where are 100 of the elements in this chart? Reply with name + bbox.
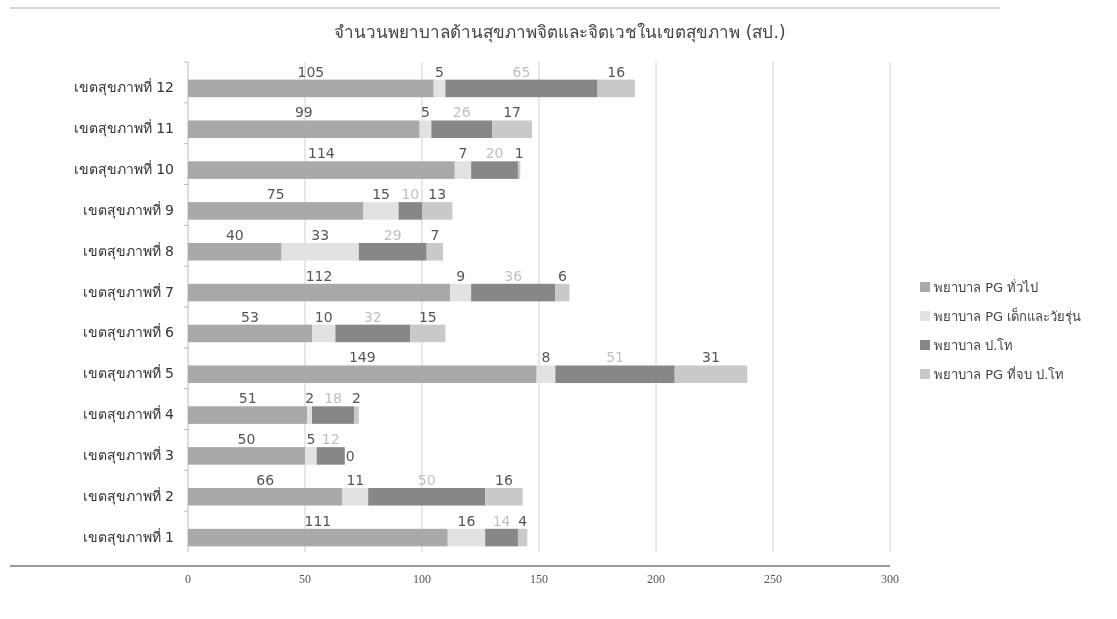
x-tick-label: 250 — [764, 572, 782, 586]
data-label: 14 — [492, 512, 511, 529]
bar — [354, 406, 359, 424]
data-label: 5 — [435, 63, 445, 80]
data-label: 31 — [702, 349, 720, 366]
bar — [492, 120, 532, 139]
data-label: 2 — [305, 390, 315, 407]
y-tick-label: เขตสุขภาพที่ 3 — [82, 445, 174, 464]
data-label: 51 — [238, 390, 257, 407]
y-tick-label: เขตสุขภาพที่ 2 — [82, 486, 174, 505]
y-tick-label: เขตสุขภาพที่ 1 — [82, 527, 174, 546]
data-label: 2 — [352, 390, 361, 407]
bar — [188, 528, 448, 547]
x-tick-label: 300 — [881, 572, 899, 586]
y-tick-label: เขตสุขภาพที่ 8 — [82, 241, 174, 260]
bar — [419, 120, 432, 139]
chart-title: จำนวนพยาบาลด้านสุขภาพจิตและจิตเวชในเขตสุขภาพ (สป.) — [334, 22, 786, 43]
bar — [342, 487, 369, 506]
bar — [188, 161, 455, 179]
data-label: 112 — [305, 267, 333, 284]
bar — [335, 324, 411, 343]
bar — [517, 528, 528, 547]
data-label: 26 — [452, 104, 471, 121]
data-label: 114 — [308, 145, 335, 162]
x-tick-label: 150 — [530, 572, 548, 586]
bar — [485, 528, 518, 547]
bar — [188, 242, 282, 261]
bar — [454, 161, 472, 179]
data-label: 5 — [421, 104, 430, 121]
data-label: 50 — [417, 471, 436, 488]
data-label: 0 — [345, 447, 355, 464]
bar — [674, 365, 748, 384]
bar — [450, 283, 472, 302]
bar — [485, 487, 523, 506]
data-label: 8 — [541, 349, 551, 366]
data-label: 50 — [237, 431, 256, 448]
data-label: 18 — [324, 390, 342, 407]
data-label: 20 — [485, 145, 504, 162]
data-label: 1 — [514, 145, 524, 162]
data-label: 51 — [606, 349, 624, 366]
bar — [188, 283, 451, 302]
legend-label: พยาบาล PG ที่จบ ป.โท — [934, 366, 1065, 382]
data-label: 6 — [557, 267, 567, 284]
bar — [281, 242, 359, 261]
x-tick-label: 50 — [299, 572, 311, 586]
data-label: 32 — [363, 308, 382, 325]
data-label: 4 — [518, 512, 528, 529]
bar — [316, 447, 345, 465]
y-tick-label: เขตสุขภาพที่ 7 — [82, 282, 174, 301]
data-label: 5 — [306, 431, 316, 448]
x-tick-label: 100 — [413, 572, 431, 586]
y-tick-label: เขตสุขภาพที่ 4 — [82, 405, 175, 424]
bar — [555, 365, 675, 384]
bar — [597, 79, 635, 98]
bar — [471, 161, 518, 179]
data-label: 12 — [321, 431, 340, 448]
y-tick-label: เขตสุขภาพที่ 9 — [82, 200, 174, 219]
bar — [555, 283, 570, 302]
bar — [312, 406, 355, 424]
data-label: 33 — [311, 226, 330, 243]
data-label: 16 — [494, 471, 513, 488]
bar — [188, 120, 420, 139]
bar — [305, 447, 317, 465]
data-label: 111 — [304, 512, 332, 529]
bar — [188, 447, 305, 465]
bar — [536, 365, 556, 384]
bar — [433, 79, 446, 98]
bar — [445, 79, 598, 98]
bar — [312, 324, 336, 343]
data-label: 36 — [504, 267, 523, 284]
bar — [358, 242, 427, 261]
data-label: 149 — [348, 349, 376, 366]
data-label: 66 — [256, 471, 275, 488]
bar — [431, 120, 493, 139]
bar — [188, 324, 313, 343]
bar — [188, 202, 364, 220]
bar — [398, 202, 422, 220]
bar — [307, 406, 313, 424]
y-tick-label: เขตสุขภาพที่ 5 — [82, 364, 174, 383]
data-label: 16 — [607, 63, 626, 80]
bar — [188, 406, 308, 424]
data-label: 16 — [457, 512, 476, 529]
data-label: 17 — [503, 104, 521, 121]
x-tick-label: 200 — [647, 572, 665, 586]
y-tick-label: เขตสุขภาพที่ 12 — [73, 78, 174, 97]
data-label: 15 — [372, 186, 390, 203]
bar — [363, 202, 399, 220]
data-label: 10 — [314, 308, 333, 325]
data-label: 105 — [297, 63, 325, 80]
bar — [188, 487, 343, 506]
legend-label: พยาบาล ป.โท — [934, 338, 1014, 353]
data-label: 10 — [401, 186, 420, 203]
data-label: 7 — [430, 226, 440, 243]
data-label: 9 — [456, 267, 466, 284]
data-label: 40 — [225, 226, 244, 243]
bar — [471, 283, 556, 302]
legend-label: พยาบาล PG เด็กและวัยรุ่น — [934, 307, 1082, 325]
data-label: 65 — [512, 63, 531, 80]
x-tick-label: 0 — [185, 572, 191, 586]
data-label: 53 — [241, 308, 259, 325]
